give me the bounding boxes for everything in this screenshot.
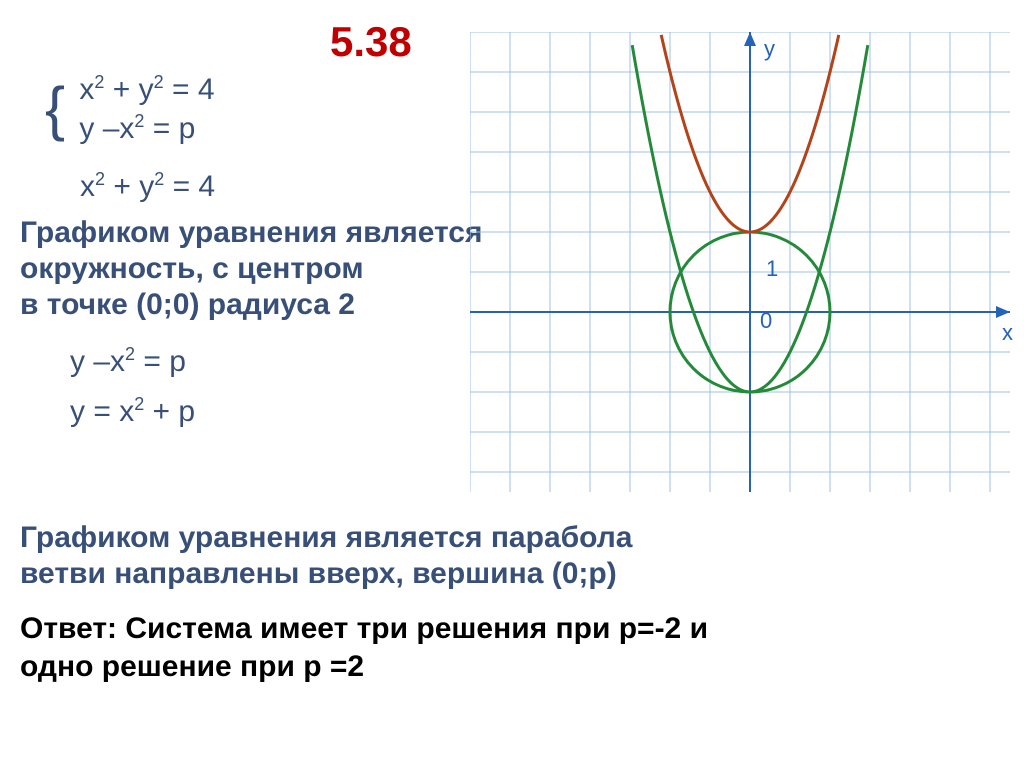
parabola-description: Графиком уравнения является параболаветв…: [20, 520, 632, 592]
system-eq2: y –x2 = p: [79, 109, 214, 148]
svg-text:1: 1: [766, 256, 778, 281]
answer-text: Ответ: Система имеет три решения при p=-…: [20, 610, 708, 685]
parabola-eq-form1: y –x2 = p: [70, 345, 186, 379]
svg-text:x: x: [1002, 320, 1013, 345]
system-equations: { x2 + y2 = 4 y –x2 = p: [45, 70, 215, 148]
brace-icon: {: [45, 82, 65, 136]
svg-text:0: 0: [760, 308, 772, 333]
parabola-eq-form2: y = x2 + p: [70, 395, 195, 429]
problem-number: 5.38: [330, 18, 412, 66]
system-eq1: x2 + y2 = 4: [79, 70, 214, 109]
coordinate-chart: x y 1 0: [470, 32, 1020, 502]
circle-equation: x2 + y2 = 4: [80, 170, 215, 204]
svg-text:y: y: [764, 36, 775, 61]
circle-description: Графиком уравнения являетсяокружность, с…: [20, 215, 482, 323]
